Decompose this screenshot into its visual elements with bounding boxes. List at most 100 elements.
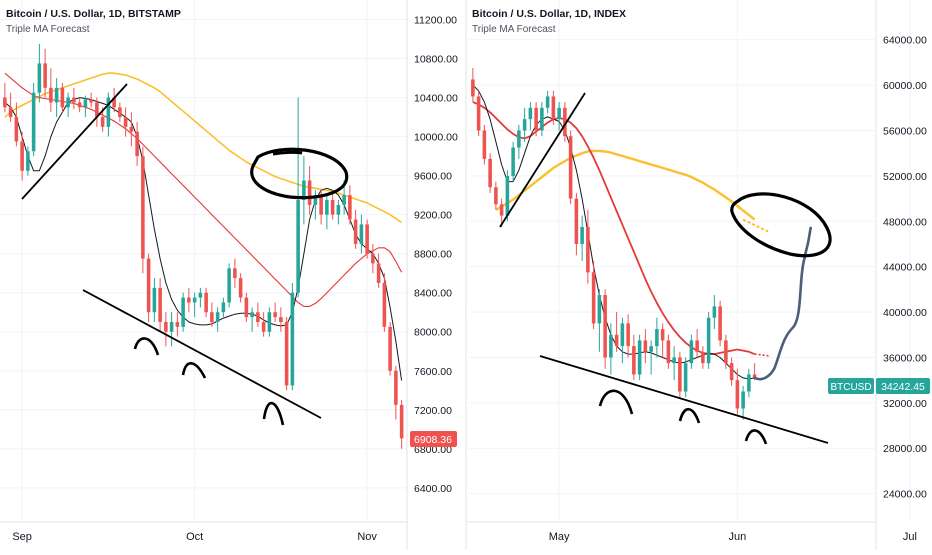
right-arch-2[interactable] [678, 407, 701, 424]
right-candle [689, 334, 694, 369]
right-candle-body [545, 96, 550, 108]
left-x-tick-label: Oct [186, 531, 203, 543]
right-candle [672, 346, 676, 381]
right-candle [603, 289, 607, 369]
right-candle [695, 329, 699, 358]
right-candle [609, 323, 613, 375]
right-candle [735, 368, 740, 415]
right-arch-1[interactable] [598, 389, 634, 415]
left-candle-body [192, 297, 197, 303]
right-candle-body [517, 130, 521, 148]
right-forecast-path[interactable] [753, 226, 812, 381]
left-ma-slow-line [4, 72, 403, 224]
left-candle [175, 312, 180, 337]
left-candle-body [83, 99, 88, 108]
right-candle [637, 334, 642, 381]
left-candle-body [348, 195, 352, 220]
right-circle-annotation[interactable] [730, 192, 832, 258]
left-candle-body [198, 292, 203, 298]
left-y-tick-label: 6400.00 [414, 483, 452, 495]
right-trendline-upper[interactable] [499, 92, 586, 228]
right-candle [706, 312, 711, 369]
left-candle [106, 92, 111, 137]
right-candle-body [494, 187, 498, 205]
right-arch-3[interactable] [744, 429, 768, 445]
right-candle-body [752, 374, 757, 378]
left-candle [192, 292, 197, 318]
right-candle-body [580, 226, 584, 244]
right-candle-body [551, 96, 556, 120]
left-y-tick-label: 10400.00 [414, 93, 458, 105]
right-chart-title: Bitcoin / U.S. Dollar, 1D, INDEX [472, 8, 626, 20]
right-price-badge-bg [876, 378, 930, 394]
right-trendline-lower[interactable] [539, 355, 829, 444]
left-arch-3[interactable] [262, 401, 285, 426]
right-candle-body [712, 306, 717, 318]
right-moving-averages [472, 84, 756, 380]
right-candle-body [505, 175, 510, 216]
left-candle-body [112, 97, 116, 108]
left-candle [141, 146, 145, 274]
right-candle-body [660, 329, 665, 341]
left-ma-fast-line [4, 97, 403, 381]
left-candle-body [3, 97, 7, 108]
right-candle-body [591, 272, 596, 324]
left-candle [112, 87, 116, 113]
left-candle-body [336, 204, 341, 215]
right-candle [476, 90, 481, 137]
left-arch-2[interactable] [181, 362, 207, 379]
left-candle [77, 97, 82, 113]
left-candle-body [8, 107, 13, 118]
right-candle-body [620, 323, 625, 347]
left-candle-body [146, 258, 151, 313]
left-candle-body [273, 312, 277, 318]
left-trendline-lower[interactable] [82, 289, 322, 419]
right-candle-body [632, 346, 636, 375]
left-candle-body [100, 117, 105, 127]
left-candle [181, 292, 185, 332]
left-y-tick-label: 7200.00 [414, 405, 452, 417]
left-candle [273, 302, 277, 322]
left-y-tick-label: 9200.00 [414, 210, 452, 222]
left-candle [89, 92, 93, 108]
right-candle-body [637, 340, 642, 375]
left-candle-body [158, 287, 162, 322]
left-price-badge-bg [410, 431, 457, 447]
right-price-badge: BTCUSD 34242.45 [828, 378, 930, 394]
left-candle [210, 302, 214, 327]
left-candle [353, 209, 358, 249]
left-candle [348, 185, 352, 225]
right-candle [741, 385, 745, 420]
left-candle [256, 302, 260, 327]
left-candle [164, 312, 168, 347]
left-candle [14, 102, 19, 147]
left-candle [95, 97, 99, 127]
left-candle [250, 307, 254, 332]
right-candle [511, 141, 515, 182]
right-candle [522, 107, 527, 142]
left-candle-body [319, 195, 323, 215]
left-candle [394, 365, 398, 420]
right-candle [471, 68, 475, 103]
right-candle-body [683, 363, 688, 392]
left-candle [83, 95, 88, 118]
left-candle-body [37, 63, 42, 93]
left-candle [330, 190, 335, 220]
right-symbol-badge-label: BTCUSD [830, 382, 871, 393]
left-candle-body [152, 287, 157, 313]
right-candle [563, 102, 567, 142]
left-candle-body [123, 117, 128, 127]
left-candle [8, 92, 13, 122]
left-candle [382, 273, 387, 332]
left-candle [54, 78, 59, 118]
left-candle-body [221, 302, 226, 313]
right-candle [683, 357, 688, 398]
left-circle-annotation[interactable] [250, 147, 349, 200]
right-y-tick-label: 64000.00 [883, 35, 927, 47]
left-circle-tail[interactable] [272, 150, 303, 156]
left-chart-subtitle: Triple MA Forecast [6, 24, 90, 35]
left-trendline-upper[interactable] [21, 83, 128, 200]
left-arch-1[interactable] [133, 337, 160, 356]
right-drawings [499, 92, 832, 445]
right-candle [494, 181, 498, 210]
